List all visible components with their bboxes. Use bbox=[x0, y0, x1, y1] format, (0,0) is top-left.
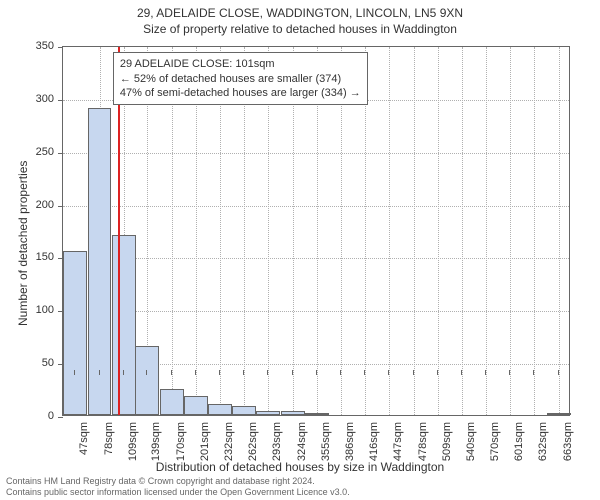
xtick-mark bbox=[123, 370, 124, 375]
ytick-label: 350 bbox=[10, 40, 54, 52]
histogram-bar bbox=[281, 411, 305, 415]
ytick-label: 250 bbox=[10, 146, 54, 158]
ytick-mark bbox=[58, 100, 63, 101]
gridline-horizontal bbox=[63, 258, 569, 259]
gridline-vertical bbox=[462, 47, 463, 415]
histogram-bar bbox=[232, 406, 256, 416]
ytick-label: 0 bbox=[10, 410, 54, 422]
histogram-bar bbox=[135, 346, 159, 415]
ytick-label: 200 bbox=[10, 199, 54, 211]
xtick-label: 47sqm bbox=[78, 422, 90, 472]
annotation-line: 29 ADELAIDE CLOSE: 101sqm bbox=[120, 57, 361, 71]
xtick-label: 478sqm bbox=[417, 422, 429, 472]
xtick-label: 262sqm bbox=[247, 422, 259, 472]
chart-title-block: 29, ADELAIDE CLOSE, WADDINGTON, LINCOLN,… bbox=[0, 0, 600, 36]
xtick-label: 632sqm bbox=[537, 422, 549, 472]
xtick-label: 509sqm bbox=[441, 422, 453, 472]
histogram-bar bbox=[256, 411, 280, 415]
ytick-mark bbox=[58, 47, 63, 48]
annotation-box: 29 ADELAIDE CLOSE: 101sqm← 52% of detach… bbox=[113, 52, 368, 105]
xtick-label: 447sqm bbox=[392, 422, 404, 472]
plot-area: 29 ADELAIDE CLOSE: 101sqm← 52% of detach… bbox=[62, 46, 570, 416]
gridline-vertical bbox=[534, 47, 535, 415]
xtick-mark bbox=[171, 370, 172, 375]
ytick-label: 300 bbox=[10, 93, 54, 105]
ytick-label: 150 bbox=[10, 251, 54, 263]
gridline-vertical bbox=[389, 47, 390, 415]
xtick-label: 201sqm bbox=[199, 422, 211, 472]
xtick-mark bbox=[364, 370, 365, 375]
histogram-bar bbox=[305, 413, 329, 415]
xtick-label: 78sqm bbox=[103, 422, 115, 472]
histogram-bar bbox=[184, 396, 208, 415]
histogram-bar bbox=[547, 413, 571, 415]
gridline-vertical bbox=[486, 47, 487, 415]
ytick-mark bbox=[58, 417, 63, 418]
xtick-label: 663sqm bbox=[562, 422, 574, 472]
gridline-horizontal bbox=[63, 206, 569, 207]
chart-outer: 29 ADELAIDE CLOSE: 101sqm← 52% of detach… bbox=[62, 46, 570, 416]
xtick-mark bbox=[413, 370, 414, 375]
title-line-2: Size of property relative to detached ho… bbox=[0, 22, 600, 36]
histogram-bar bbox=[63, 251, 87, 415]
xtick-mark bbox=[267, 370, 268, 375]
xtick-label: 293sqm bbox=[271, 422, 283, 472]
xtick-label: 570sqm bbox=[489, 422, 501, 472]
gridline-horizontal bbox=[63, 153, 569, 154]
y-axis-label: Number of detached properties bbox=[16, 161, 30, 326]
ytick-mark bbox=[58, 206, 63, 207]
xtick-label: 232sqm bbox=[223, 422, 235, 472]
histogram-bar bbox=[208, 404, 232, 415]
histogram-bar bbox=[160, 389, 184, 415]
footer-line-2: Contains public sector information licen… bbox=[6, 487, 350, 498]
xtick-mark bbox=[195, 370, 196, 375]
gridline-horizontal bbox=[63, 311, 569, 312]
xtick-label: 601sqm bbox=[513, 422, 525, 472]
annotation-line: 47% of semi-detached houses are larger (… bbox=[120, 86, 361, 100]
xtick-mark bbox=[292, 370, 293, 375]
xtick-label: 416sqm bbox=[368, 422, 380, 472]
ytick-mark bbox=[58, 153, 63, 154]
xtick-label: 139sqm bbox=[150, 422, 162, 472]
xtick-label: 355sqm bbox=[320, 422, 332, 472]
xtick-mark bbox=[340, 370, 341, 375]
histogram-bar bbox=[88, 108, 112, 415]
xtick-label: 170sqm bbox=[175, 422, 187, 472]
gridline-vertical bbox=[438, 47, 439, 415]
xtick-mark bbox=[461, 370, 462, 375]
xtick-mark bbox=[316, 370, 317, 375]
xtick-mark bbox=[533, 370, 534, 375]
xtick-mark bbox=[146, 370, 147, 375]
xtick-mark bbox=[219, 370, 220, 375]
xtick-label: 540sqm bbox=[465, 422, 477, 472]
gridline-vertical bbox=[510, 47, 511, 415]
xtick-mark bbox=[558, 370, 559, 375]
xtick-mark bbox=[485, 370, 486, 375]
xtick-mark bbox=[243, 370, 244, 375]
gridline-vertical bbox=[414, 47, 415, 415]
title-line-1: 29, ADELAIDE CLOSE, WADDINGTON, LINCOLN,… bbox=[0, 6, 600, 20]
xtick-mark bbox=[99, 370, 100, 375]
xtick-mark bbox=[509, 370, 510, 375]
footer-attribution: Contains HM Land Registry data © Crown c… bbox=[6, 476, 350, 498]
ytick-label: 50 bbox=[10, 357, 54, 369]
ytick-label: 100 bbox=[10, 304, 54, 316]
xtick-label: 109sqm bbox=[127, 422, 139, 472]
gridline-vertical bbox=[559, 47, 560, 415]
histogram-bar bbox=[112, 235, 136, 415]
xtick-mark bbox=[437, 370, 438, 375]
xtick-label: 386sqm bbox=[344, 422, 356, 472]
xtick-mark bbox=[74, 370, 75, 375]
annotation-line: ← 52% of detached houses are smaller (37… bbox=[120, 72, 361, 86]
xtick-label: 324sqm bbox=[296, 422, 308, 472]
footer-line-1: Contains HM Land Registry data © Crown c… bbox=[6, 476, 350, 487]
xtick-mark bbox=[388, 370, 389, 375]
